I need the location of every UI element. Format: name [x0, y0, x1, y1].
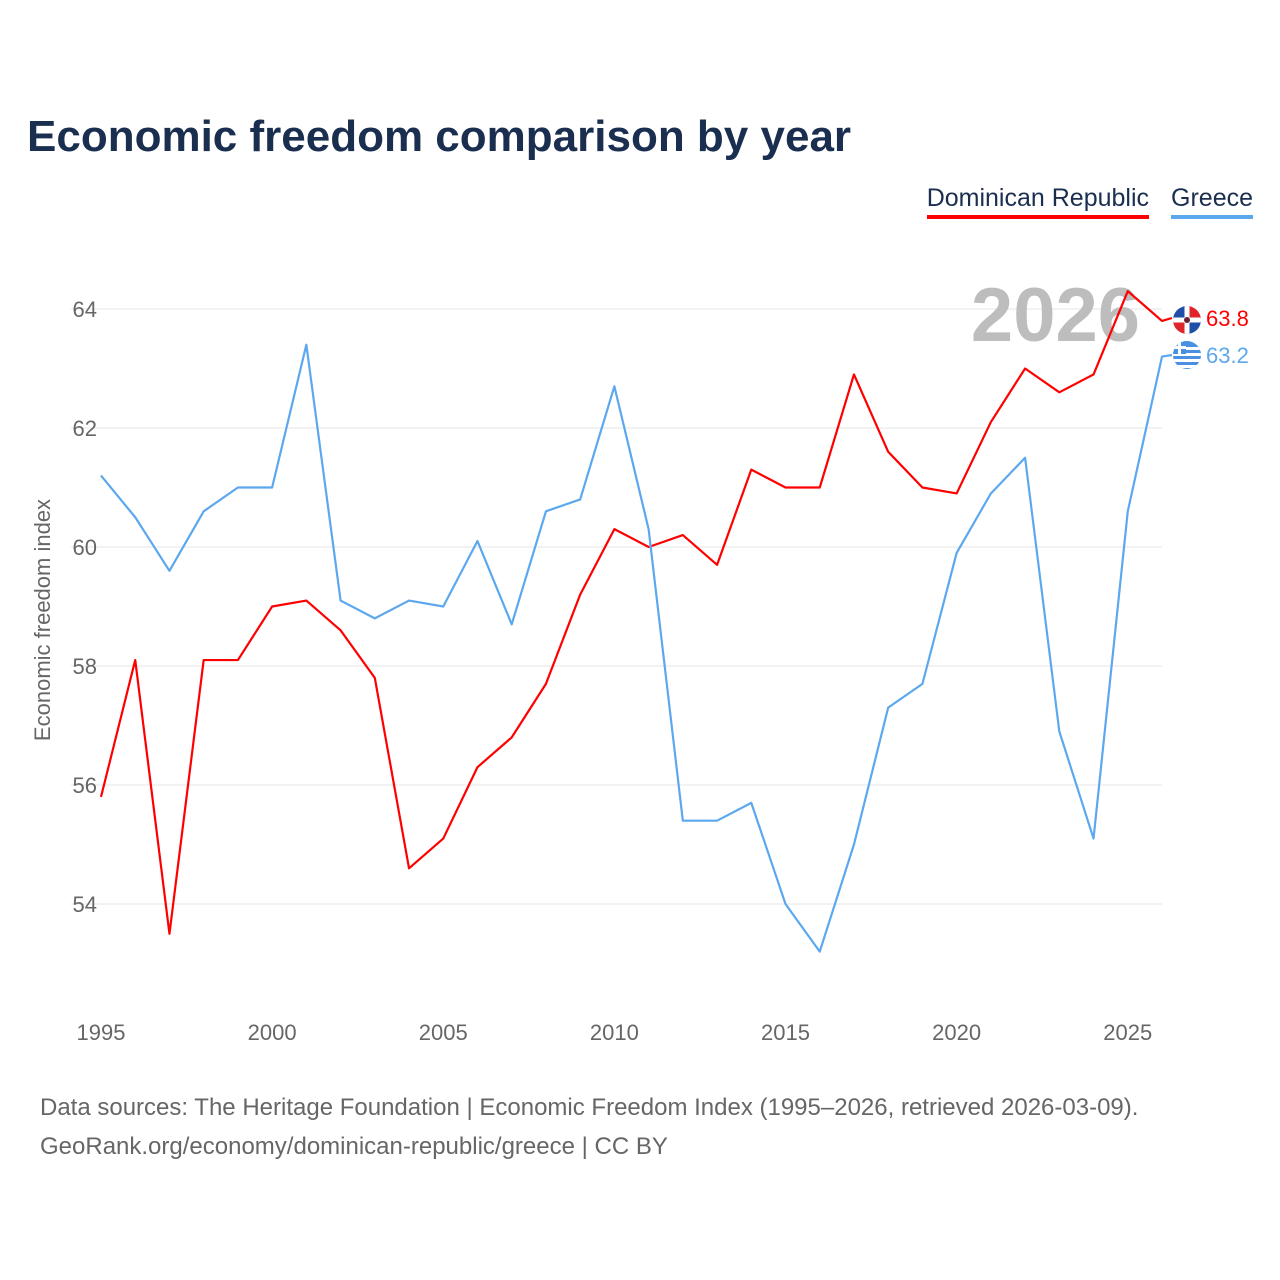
y-tick-label: 54 — [73, 892, 97, 917]
greece-flag-icon — [1173, 341, 1201, 369]
y-tick-label: 62 — [73, 416, 97, 441]
x-tick-label: 1995 — [77, 1020, 126, 1045]
source-link[interactable]: GeoRank.org/economy/dominican-republic/g… — [40, 1133, 668, 1160]
series-line-greece — [100, 343, 1173, 953]
legend-dominican-republic[interactable]: Dominican Republic — [926, 184, 1150, 219]
y-tick-label: 64 — [73, 297, 97, 322]
y-tick-label: 56 — [73, 773, 97, 798]
chart-title: Economic freedom comparison by year — [27, 112, 852, 161]
dominican-republic-flag-icon — [1173, 306, 1201, 334]
end-value-label: 63.8 — [1206, 306, 1249, 331]
end-value-label: 63.2 — [1206, 343, 1249, 368]
series-line-dominican-republic — [99, 290, 1173, 935]
y-tick-label: 60 — [73, 535, 97, 560]
x-tick-label: 2025 — [1103, 1020, 1152, 1045]
x-tick-label: 2015 — [761, 1020, 810, 1045]
x-tick-label: 2005 — [419, 1020, 468, 1045]
x-tick-label: 2020 — [932, 1020, 981, 1045]
y-tick-label: 58 — [73, 654, 97, 679]
legend: Dominican Republic Greece — [926, 184, 1253, 219]
x-tick-label: 2000 — [248, 1020, 297, 1045]
year-watermark: 2026 — [971, 273, 1140, 358]
legend-greece[interactable]: Greece — [1171, 184, 1253, 219]
x-tick-label: 2010 — [590, 1020, 639, 1045]
y-axis-label: Economic freedom index — [30, 499, 55, 741]
data-source-note: Data sources: The Heritage Foundation | … — [40, 1088, 1138, 1166]
source-line: Data sources: The Heritage Foundation | … — [40, 1094, 1139, 1121]
